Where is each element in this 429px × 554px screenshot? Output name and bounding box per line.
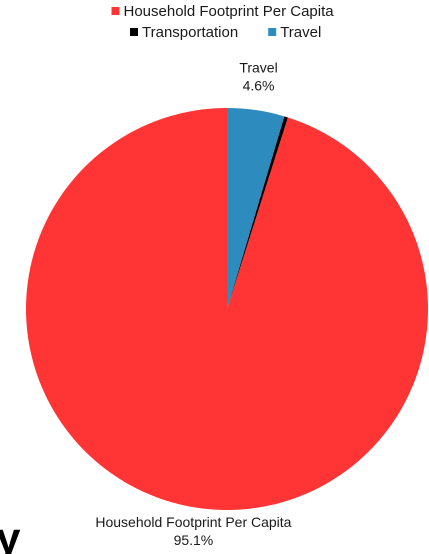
- slice-label-percent-household-footprint-per-capita: 95.1%: [174, 532, 214, 548]
- slice-label-name-travel: Travel: [239, 59, 277, 75]
- legend: Household Footprint Per Capita Transporta…: [111, 3, 335, 41]
- legend-label-travel: Travel: [280, 24, 321, 41]
- pie-slice-household-footprint-per-capita: [25, 108, 429, 511]
- legend-label-transportation: Transportation: [142, 24, 238, 41]
- pie-slices: [25, 108, 429, 511]
- slice-label-name-household-footprint-per-capita: Household Footprint Per Capita: [95, 514, 291, 530]
- pie-slice-travel: [227, 108, 285, 309]
- legend-swatch-transportation: [130, 28, 138, 36]
- legend-swatch-travel: [268, 28, 277, 36]
- legend-label-household-footprint-per-capita: Household Footprint Per Capita: [124, 3, 335, 20]
- corner-glyph: y: [0, 514, 21, 554]
- pie-slice-transportation: [227, 116, 288, 309]
- slice-label-percent-travel: 4.6%: [243, 77, 275, 93]
- legend-swatch-household-footprint-per-capita: [111, 7, 120, 15]
- slice-labels: Household Footprint Per Capita 95.1% Trave…: [95, 59, 291, 548]
